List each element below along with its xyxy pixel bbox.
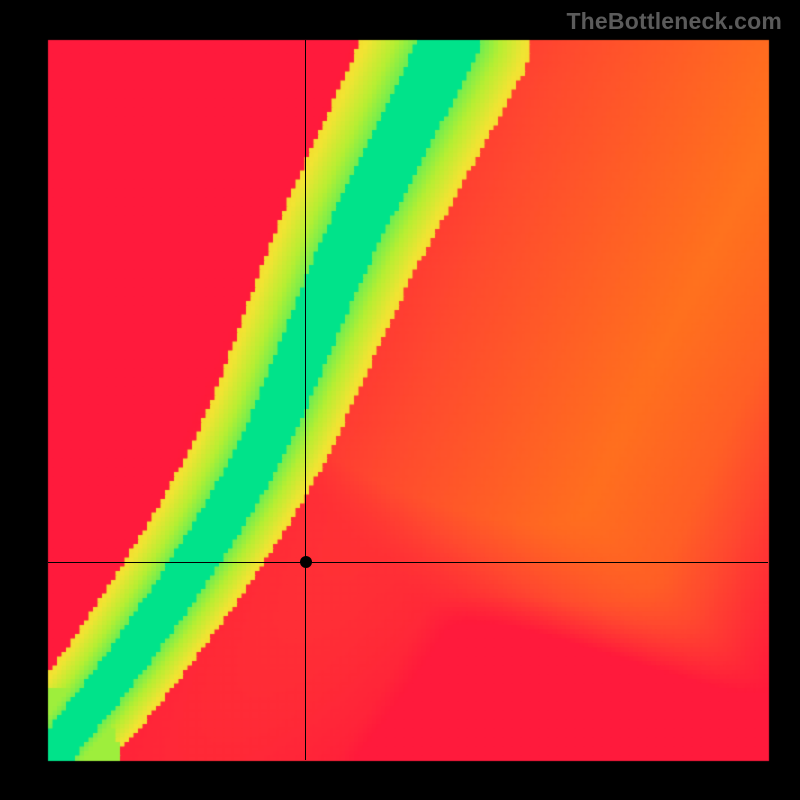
marker-dot xyxy=(300,556,312,568)
heatmap-canvas xyxy=(0,0,800,800)
crosshair-horizontal xyxy=(48,562,768,563)
crosshair-vertical xyxy=(305,40,306,760)
watermark-text: TheBottleneck.com xyxy=(566,8,782,35)
